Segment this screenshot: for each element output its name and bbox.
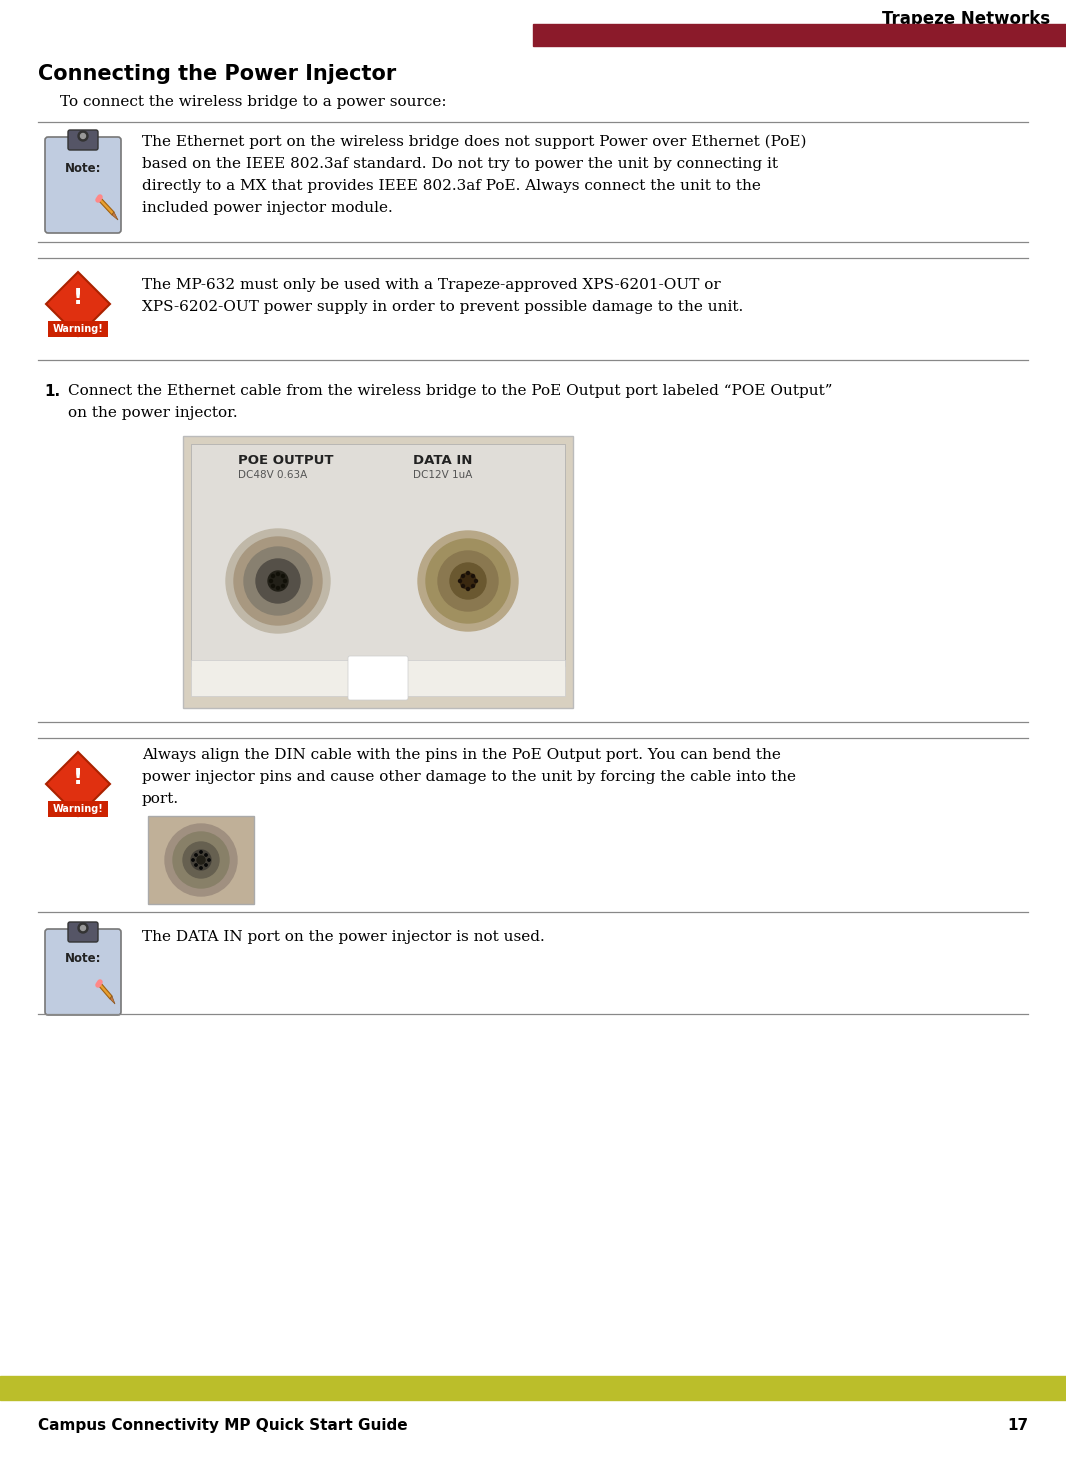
Text: Campus Connectivity MP Quick Start Guide: Campus Connectivity MP Quick Start Guide [38, 1418, 407, 1433]
Circle shape [426, 539, 510, 623]
Bar [533, 23, 1066, 45]
Circle shape [195, 864, 197, 866]
Circle shape [199, 867, 203, 870]
Circle shape [450, 563, 486, 599]
Bar [183, 436, 574, 708]
Text: POE OUTPUT: POE OUTPUT [238, 455, 334, 466]
Circle shape [471, 575, 474, 577]
Text: Note:: Note: [65, 952, 101, 965]
Polygon shape [98, 197, 114, 215]
Text: directly to a MX that provides IEEE 802.3af PoE. Always connect the unit to the: directly to a MX that provides IEEE 802.… [142, 178, 761, 193]
Circle shape [438, 551, 498, 611]
Circle shape [173, 832, 229, 887]
Circle shape [191, 849, 211, 870]
Circle shape [205, 864, 207, 866]
Circle shape [208, 858, 210, 861]
Circle shape [78, 132, 88, 140]
Polygon shape [110, 996, 115, 1004]
Text: 17: 17 [1007, 1418, 1028, 1433]
Bar [0, 1376, 1066, 1401]
Text: 1.: 1. [44, 385, 60, 399]
Circle shape [197, 855, 205, 864]
Bar [148, 816, 254, 904]
Circle shape [471, 585, 474, 588]
Circle shape [458, 579, 462, 582]
Circle shape [244, 547, 312, 616]
Circle shape [272, 575, 275, 577]
Polygon shape [98, 982, 112, 999]
Circle shape [276, 573, 279, 576]
Text: Trapeze Networks: Trapeze Networks [882, 10, 1050, 28]
Text: To connect the wireless bridge to a power source:: To connect the wireless bridge to a powe… [60, 95, 447, 110]
FancyBboxPatch shape [68, 923, 98, 942]
Text: !: ! [72, 768, 83, 788]
Circle shape [461, 573, 477, 589]
Text: Connect the Ethernet cable from the wireless bridge to the PoE Output port label: Connect the Ethernet cable from the wire… [68, 385, 833, 398]
Circle shape [192, 858, 194, 861]
Circle shape [418, 531, 518, 632]
Circle shape [199, 851, 203, 854]
Text: Connecting the Power Injector: Connecting the Power Injector [38, 64, 397, 83]
Bar [191, 444, 565, 667]
Text: DC12V 1uA: DC12V 1uA [413, 469, 472, 480]
Text: The MP-632 must only be used with a Trapeze-approved XPS-6201-OUT or: The MP-632 must only be used with a Trap… [142, 278, 721, 292]
Circle shape [462, 575, 465, 577]
Polygon shape [112, 212, 118, 219]
Bar [191, 659, 565, 696]
FancyBboxPatch shape [45, 928, 122, 1015]
Circle shape [281, 585, 285, 588]
Text: DATA IN: DATA IN [413, 455, 472, 466]
Text: Always align the DIN cable with the pins in the PoE Output port. You can bend th: Always align the DIN cable with the pins… [142, 749, 781, 762]
FancyBboxPatch shape [68, 130, 98, 151]
Text: !: ! [72, 288, 83, 307]
Circle shape [474, 579, 478, 582]
Circle shape [276, 586, 279, 589]
Text: XPS-6202-OUT power supply in order to prevent possible damage to the unit.: XPS-6202-OUT power supply in order to pr… [142, 300, 743, 314]
Circle shape [195, 854, 197, 857]
Text: on the power injector.: on the power injector. [68, 406, 238, 420]
Circle shape [183, 842, 219, 879]
Circle shape [270, 579, 273, 582]
Text: power injector pins and cause other damage to the unit by forcing the cable into: power injector pins and cause other dama… [142, 770, 796, 784]
FancyBboxPatch shape [45, 137, 122, 232]
Text: The Ethernet port on the wireless bridge does not support Power over Ethernet (P: The Ethernet port on the wireless bridge… [142, 135, 807, 149]
Circle shape [467, 588, 469, 591]
Circle shape [256, 558, 300, 602]
Polygon shape [46, 272, 110, 336]
FancyBboxPatch shape [348, 656, 408, 700]
Circle shape [81, 133, 85, 139]
Circle shape [205, 854, 207, 857]
Circle shape [81, 925, 85, 930]
Polygon shape [46, 751, 110, 816]
Circle shape [226, 529, 330, 633]
Text: based on the IEEE 802.3af standard. Do not try to power the unit by connecting i: based on the IEEE 802.3af standard. Do n… [142, 156, 778, 171]
Circle shape [467, 572, 469, 575]
Circle shape [272, 585, 275, 588]
Circle shape [284, 579, 287, 582]
Circle shape [78, 923, 88, 933]
Circle shape [462, 585, 465, 588]
Text: The DATA IN port on the power injector is not used.: The DATA IN port on the power injector i… [142, 930, 545, 944]
Text: Warning!: Warning! [52, 323, 103, 333]
Text: Note:: Note: [65, 162, 101, 175]
Circle shape [281, 575, 285, 577]
Bar [48, 320, 108, 336]
Circle shape [235, 537, 322, 624]
Circle shape [165, 825, 237, 896]
Text: DC48V 0.63A: DC48V 0.63A [238, 469, 307, 480]
Bar [48, 801, 108, 817]
Text: Warning!: Warning! [52, 804, 103, 814]
Text: included power injector module.: included power injector module. [142, 200, 392, 215]
Text: port.: port. [142, 792, 179, 806]
Circle shape [268, 572, 288, 591]
